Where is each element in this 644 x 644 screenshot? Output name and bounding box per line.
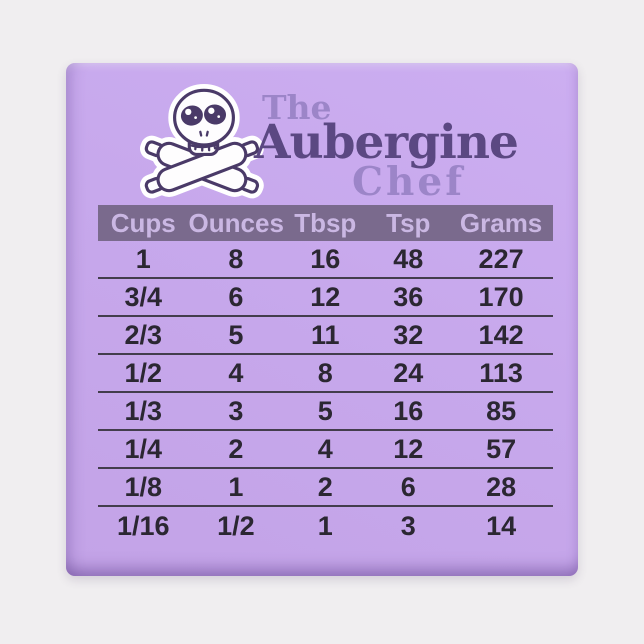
table-row: 1/3 3 5 16 85: [98, 393, 553, 431]
cell-cups: 1/16: [116, 510, 170, 541]
cell-grams: 28: [486, 471, 517, 502]
cell-tsp: 16: [393, 395, 424, 426]
cell-grams: 57: [486, 433, 517, 464]
skull-mouth: [190, 141, 219, 152]
cell-grams: 170: [478, 281, 524, 312]
brand-line-aubergine: Aubergine: [254, 115, 519, 170]
table-row: 1/8 1 2 6 28: [98, 469, 553, 507]
cell-tbsp: 5: [317, 395, 333, 426]
cell-tbsp: 11: [310, 319, 340, 350]
cell-grams: 142: [478, 319, 524, 350]
cell-ounces: 3: [228, 395, 244, 426]
cell-tbsp: 16: [310, 243, 341, 274]
cell-tbsp: 2: [317, 471, 333, 502]
table-body: 1 8 16 48 227 3/4 6 12 36 170 2/3 5 11 3…: [98, 241, 553, 545]
cell-ounces: 1: [228, 471, 244, 502]
cell-ounces: 5: [228, 319, 244, 350]
cell-ounces: 2: [228, 433, 244, 464]
cell-cups: 1/8: [124, 471, 163, 502]
magnet: The Aubergine Chef Cups Ounces Tbsp Tsp …: [66, 63, 578, 576]
cell-tsp: 32: [393, 319, 424, 350]
cell-tbsp: 1: [317, 510, 333, 541]
cell-grams: 113: [479, 357, 523, 388]
table-row: 1/2 4 8 24 113: [98, 355, 553, 393]
cell-tsp: 3: [400, 510, 416, 541]
table-row: 1/4 2 4 12 57: [98, 431, 553, 469]
cell-tbsp: 4: [317, 433, 333, 464]
table-row: 3/4 6 12 36 170: [98, 279, 553, 317]
cell-grams: 227: [478, 243, 524, 274]
cell-cups: 2/3: [124, 319, 163, 350]
cell-cups: 1/3: [124, 395, 163, 426]
cell-tsp: 12: [393, 433, 424, 464]
cell-cups: 1/2: [124, 357, 163, 388]
cell-cups: 1: [135, 243, 151, 274]
table-row: 2/3 5 11 32 142: [98, 317, 553, 355]
cell-grams: 85: [486, 395, 517, 426]
cell-ounces: 8: [228, 243, 244, 274]
cell-ounces: 6: [228, 281, 244, 312]
header-tbsp: Tbsp: [294, 207, 357, 238]
header-grams: Grams: [459, 207, 543, 238]
table-row: 1/16 1/2 1 3 14: [98, 507, 553, 545]
skull-nose: [199, 130, 209, 137]
cell-tbsp: 12: [310, 281, 341, 312]
conversion-table: Cups Ounces Tbsp Tsp Grams 1 8 16 48 227…: [98, 205, 553, 545]
cell-cups: 3/4: [124, 281, 163, 312]
skull-eyes: [180, 104, 227, 126]
cell-tsp: 48: [393, 243, 424, 274]
cell-ounces: 4: [228, 357, 244, 388]
cell-tsp: 24: [393, 357, 424, 388]
cell-cups: 1/4: [124, 433, 163, 464]
cell-grams: 14: [486, 510, 517, 541]
brand-line-chef: Chef: [352, 159, 465, 205]
table-row: 1 8 16 48 227: [98, 241, 553, 279]
table-header-row: Cups Ounces Tbsp Tsp Grams: [98, 205, 553, 241]
cell-tbsp: 8: [317, 357, 333, 388]
brand-line-the: The: [262, 88, 332, 127]
header-cups: Cups: [110, 207, 176, 238]
cell-tsp: 36: [393, 281, 424, 312]
cell-tsp: 6: [400, 471, 416, 502]
cell-ounces: 1/2: [217, 510, 255, 541]
skull-rolling-pins-icon: [140, 83, 268, 209]
header-ounces: Ounces: [188, 207, 284, 238]
header-tsp: Tsp: [386, 207, 431, 238]
